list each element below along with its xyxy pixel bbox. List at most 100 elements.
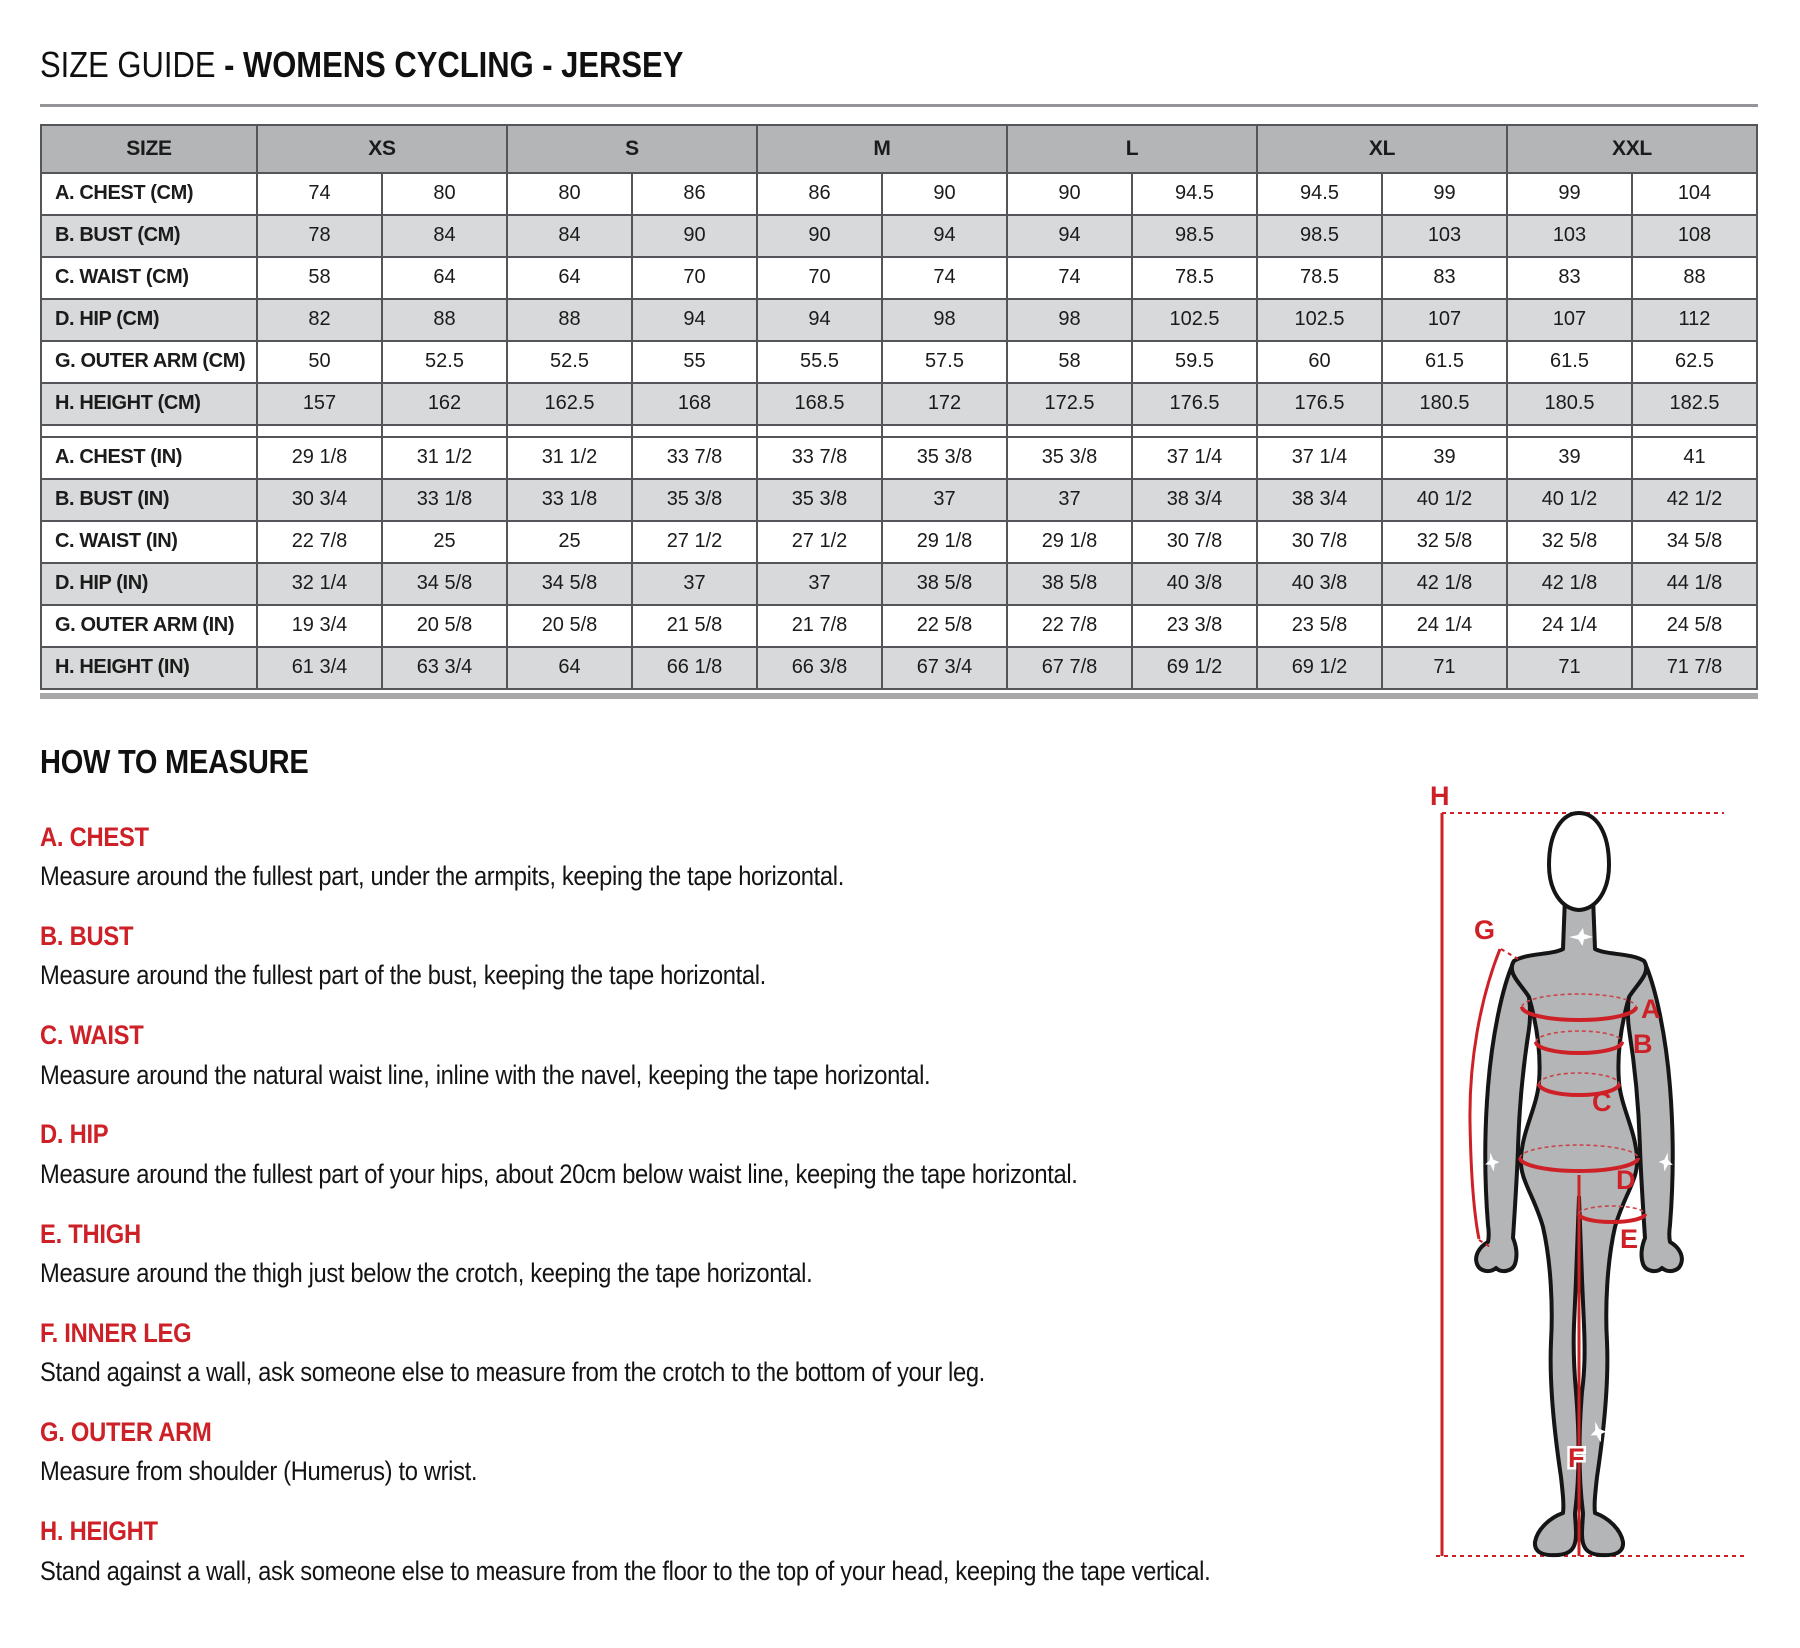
table-cell: 88 — [506, 297, 633, 342]
table-cell: 94 — [1006, 213, 1133, 258]
table-cell: 94.5 — [1131, 171, 1258, 216]
measure-section: G. OUTER ARM Measure from shoulder (Humer… — [40, 1418, 1290, 1488]
chest-label: A — [1641, 994, 1661, 1024]
body-measurement-diagram: H — [1422, 777, 1762, 1639]
size-column-header: XS — [256, 123, 508, 174]
table-cell: 62.5 — [1631, 339, 1758, 384]
thigh-band-back — [1578, 1204, 1646, 1215]
outer-arm-measure-curve — [1468, 948, 1502, 1240]
table-row: D. HIP (IN) 32 1/4 34 5/8 34 5/8 37 37 38 5/8 3… — [40, 561, 1758, 606]
table-cell: 78.5 — [1256, 255, 1383, 300]
table-cell: 24 5/8 — [1631, 603, 1758, 648]
table-cell: 40 3/8 — [1256, 561, 1383, 606]
table-cell: 32 1/4 — [256, 561, 383, 606]
table-row: H. HEIGHT (CM) 157 162 162.5 168 168.5 172 172.… — [40, 381, 1758, 426]
table-row: A. CHEST (CM) 74 80 80 86 86 90 90 94.5 94.5 99 99 1… — [40, 171, 1758, 216]
table-row: B. BUST (CM) 78 84 84 90 90 94 94 98.5 98.5 103 103… — [40, 213, 1758, 258]
table-cell: 99 — [1506, 171, 1633, 216]
table-cell: 69 1/2 — [1256, 645, 1383, 690]
table-cell: 104 — [1631, 171, 1758, 216]
table-cell: 52.5 — [506, 339, 633, 384]
table-cell: 61 3/4 — [256, 645, 383, 690]
table-cell: 57.5 — [881, 339, 1008, 384]
table-cell: 107 — [1381, 297, 1508, 342]
table-cell: 58 — [1006, 339, 1133, 384]
table-cell: 64 — [381, 255, 508, 300]
row-label: D. HIP (CM) — [40, 297, 258, 342]
table-row: A. CHEST (IN) 29 1/8 31 1/2 31 1/2 33 7/8 33 … — [40, 435, 1758, 480]
table-cell: 70 — [756, 255, 883, 300]
table-cell: 80 — [506, 171, 633, 216]
table-cell: 88 — [381, 297, 508, 342]
how-to-measure-heading: HOW TO MEASURE — [40, 742, 309, 780]
measure-section: A. CHEST Measure around the fullest part,… — [40, 822, 1290, 893]
size-chart-table: SIZE XS S M L XL XXL A. CHEST (CM) 74 80 80 86 86 9… — [40, 123, 1758, 690]
table-cell: 98.5 — [1256, 213, 1383, 258]
table-cell: 86 — [631, 171, 758, 216]
left-arm — [1474, 958, 1533, 1273]
table-cell: 33 1/8 — [381, 477, 508, 522]
table-cell: 74 — [256, 171, 383, 216]
table-row: B. BUST (IN) 30 3/4 33 1/8 33 1/8 35 3/8 35 3… — [40, 477, 1758, 522]
table-cell: 90 — [756, 213, 883, 258]
bottom-divider — [40, 692, 1758, 699]
measure-section: C. WAIST Measure around the natural waist… — [40, 1021, 1290, 1091]
left-arm-star-icon — [1485, 1152, 1500, 1172]
table-cell: 33 7/8 — [631, 435, 758, 480]
size-column-header: XL — [1256, 123, 1508, 174]
table-row: C. WAIST (CM) 58 64 64 70 70 74 74 78.5 78.5 83 83 8… — [40, 255, 1758, 300]
spacer-cell — [40, 423, 258, 438]
measure-section-title: E. THIGH — [40, 1218, 141, 1249]
measure-section-title: C. WAIST — [40, 1020, 144, 1051]
size-column-header: XXL — [1506, 123, 1758, 174]
hip-band — [1518, 1157, 1640, 1173]
table-cell: 38 5/8 — [881, 561, 1008, 606]
table-cell: 112 — [1631, 297, 1758, 342]
measure-section-title: D. HIP — [40, 1119, 109, 1150]
table-cell: 71 7/8 — [1631, 645, 1758, 690]
table-cell: 90 — [1006, 171, 1133, 216]
measure-section-text: Measure around the fullest part of your … — [40, 1158, 1078, 1189]
table-cell: 84 — [506, 213, 633, 258]
table-cell: 42 1/2 — [1631, 477, 1758, 522]
table-cell: 94 — [881, 213, 1008, 258]
table-cell: 83 — [1506, 255, 1633, 300]
table-cell: 21 5/8 — [631, 603, 758, 648]
table-cell: 29 1/8 — [881, 519, 1008, 564]
table-cell: 71 — [1381, 645, 1508, 690]
measure-section-text: Stand against a wall, ask someone else t… — [40, 1357, 985, 1388]
inner-leg-label: F — [1568, 1443, 1585, 1473]
table-cell: 30 7/8 — [1256, 519, 1383, 564]
table-cell: 94.5 — [1256, 171, 1383, 216]
table-cell: 25 — [506, 519, 633, 564]
measure-sections: A. CHEST Measure around the fullest part,… — [40, 822, 1290, 1588]
right-arm-star-icon — [1658, 1152, 1673, 1172]
table-cell: 61.5 — [1506, 339, 1633, 384]
row-label: C. WAIST (CM) — [40, 255, 258, 300]
row-label: B. BUST (IN) — [40, 477, 258, 522]
table-cell: 37 1/4 — [1256, 435, 1383, 480]
spacer-cell — [1631, 423, 1758, 438]
size-column-header: S — [506, 123, 758, 174]
table-cell: 103 — [1506, 213, 1633, 258]
measure-section-title: F. INNER LEG — [40, 1317, 192, 1348]
table-cell: 64 — [506, 645, 633, 690]
table-cell: 70 — [631, 255, 758, 300]
table-cell: 63 3/4 — [381, 645, 508, 690]
table-cell: 35 3/8 — [756, 477, 883, 522]
table-cell: 30 3/4 — [256, 477, 383, 522]
table-cell: 34 5/8 — [381, 561, 508, 606]
body-figure-svg: H — [1430, 781, 1744, 1557]
chest-band-back — [1521, 993, 1637, 1007]
size-header-row: SIZE XS S M L XL XXL — [40, 123, 1758, 174]
bust-label: B — [1633, 1029, 1653, 1059]
table-cell: 69 1/2 — [1131, 645, 1258, 690]
spacer-cell — [1006, 423, 1133, 438]
row-label: A. CHEST (IN) — [40, 435, 258, 480]
table-cell: 50 — [256, 339, 383, 384]
height-label: H — [1430, 781, 1450, 811]
table-cell: 90 — [631, 213, 758, 258]
head — [1547, 810, 1611, 912]
table-cell: 23 3/8 — [1131, 603, 1258, 648]
table-cell: 67 7/8 — [1006, 645, 1133, 690]
